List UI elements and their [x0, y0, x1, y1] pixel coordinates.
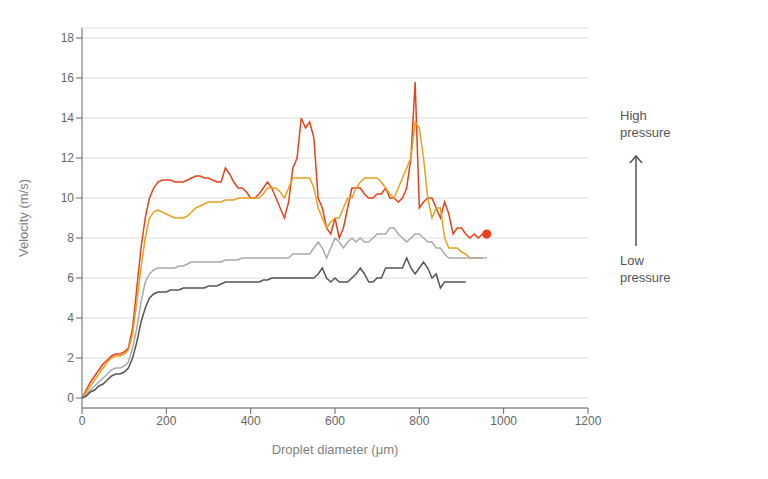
svg-text:600: 600 — [325, 414, 345, 428]
svg-text:200: 200 — [156, 414, 176, 428]
svg-text:0: 0 — [67, 391, 74, 405]
svg-text:0: 0 — [79, 414, 86, 428]
html-text:Low pressure: Low pressure — [620, 253, 671, 285]
svg-text:10: 10 — [61, 191, 75, 205]
svg-text:Droplet diameter (μm): Droplet diameter (μm) — [272, 442, 399, 457]
svg-text:8: 8 — [67, 231, 74, 245]
svg-text:16: 16 — [61, 71, 75, 85]
svg-text:800: 800 — [409, 414, 429, 428]
svg-text:18: 18 — [61, 31, 75, 45]
svg-text:1000: 1000 — [490, 414, 517, 428]
svg-text:400: 400 — [241, 414, 261, 428]
svg-text:12: 12 — [61, 151, 75, 165]
svg-text:1200: 1200 — [575, 414, 602, 428]
svg-text:4: 4 — [67, 311, 74, 325]
html-text:High pressure: High pressure — [620, 108, 671, 140]
svg-text:14: 14 — [61, 111, 75, 125]
svg-text:2: 2 — [67, 351, 74, 365]
svg-text:6: 6 — [67, 271, 74, 285]
svg-text:Velocity (m/s): Velocity (m/s) — [16, 179, 31, 257]
